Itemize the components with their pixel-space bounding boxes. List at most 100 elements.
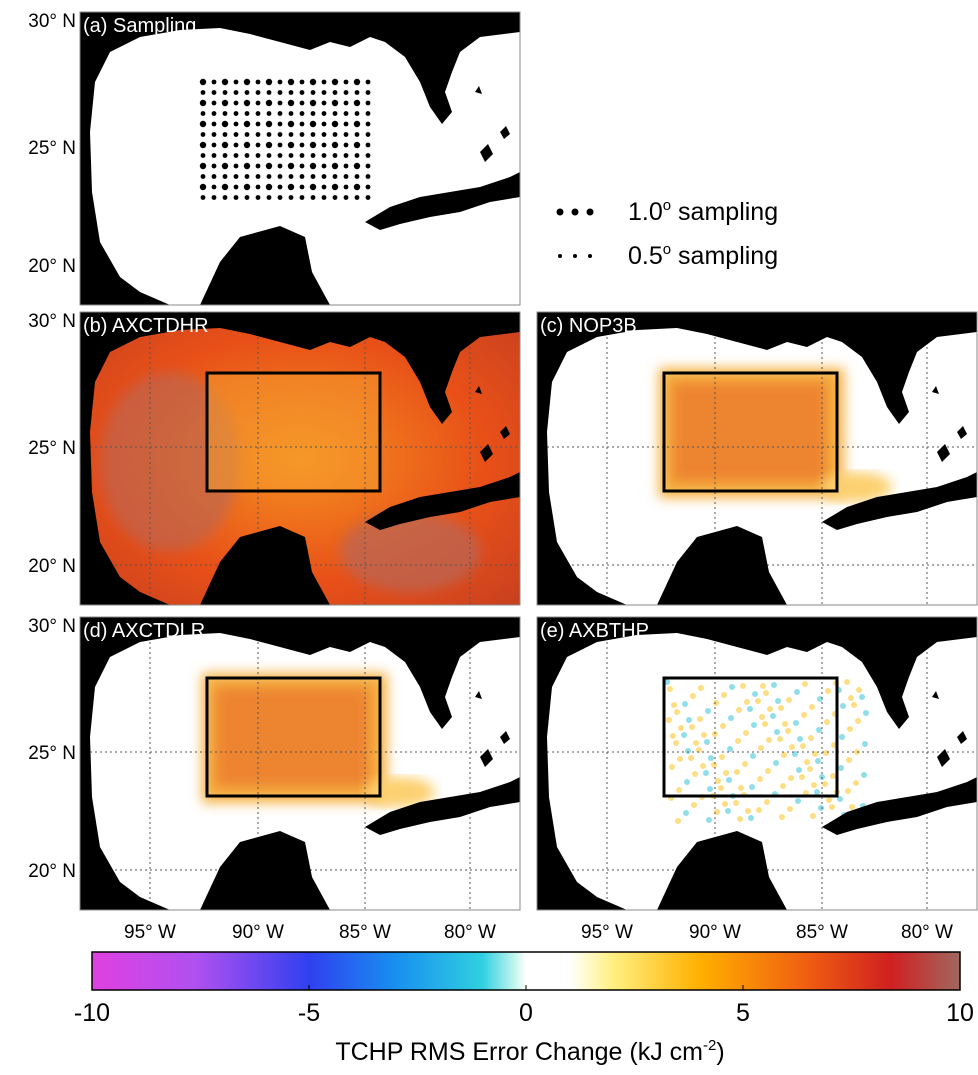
sampling-dot — [266, 90, 272, 95]
legend-text: 0.5o sampling — [628, 241, 778, 270]
heat-speck — [757, 776, 763, 782]
sampling-dot — [265, 78, 273, 86]
heat-field — [340, 512, 480, 592]
sampling-dot — [199, 183, 207, 191]
heat-speck — [829, 804, 835, 810]
heat-speck — [689, 724, 695, 730]
sampling-dot — [221, 78, 229, 86]
sampling-dot — [244, 174, 250, 179]
sampling-dot — [211, 142, 217, 148]
sampling-dot — [343, 174, 349, 179]
sampling-dot — [310, 111, 316, 116]
heat-speck — [775, 698, 781, 704]
panel-label: (a) Sampling — [83, 15, 196, 37]
sampling-dot — [321, 195, 327, 200]
sampling-dot — [343, 100, 349, 106]
heat-speck — [705, 708, 711, 714]
sampling-dot — [310, 90, 316, 95]
heat-field — [207, 373, 380, 491]
heat-speck — [673, 740, 679, 746]
sampling-dot — [354, 174, 360, 179]
sampling-dot — [343, 121, 349, 127]
heat-speck — [685, 748, 691, 754]
sampling-dot — [233, 100, 239, 106]
lon-label: 80° W — [444, 922, 496, 943]
lon-label: 95° W — [581, 922, 633, 943]
heat-speck — [840, 703, 846, 709]
sampling-dot — [266, 174, 272, 179]
heat-speck — [690, 693, 696, 699]
heat-field — [100, 372, 240, 552]
heat-speck — [796, 767, 802, 773]
heat-speck — [848, 695, 854, 701]
heat-speck — [688, 755, 694, 761]
legend-dot — [573, 254, 577, 258]
heat-speck — [755, 698, 761, 704]
sampling-dot — [266, 111, 272, 116]
sampling-dot — [365, 111, 371, 116]
heat-speck — [727, 746, 733, 752]
lon-label: 95° W — [124, 922, 176, 943]
map-content — [80, 312, 520, 605]
sampling-dot — [266, 132, 272, 137]
heat-speck — [722, 801, 728, 807]
sampling-dot — [255, 90, 261, 95]
heat-speck — [737, 816, 743, 822]
sampling-dot — [331, 120, 339, 128]
heat-field — [822, 472, 892, 502]
map-panel: (e) AXBTHP — [536, 616, 978, 911]
map-content — [80, 617, 520, 910]
sampling-dot — [331, 99, 339, 107]
sampling-dot — [199, 141, 207, 149]
sampling-dot — [255, 174, 261, 179]
heat-speck — [720, 723, 726, 729]
sampling-dot — [321, 153, 327, 158]
legend-dot — [588, 254, 592, 258]
sampling-dot — [233, 174, 239, 179]
heat-speck — [676, 787, 682, 793]
heat-speck — [734, 769, 740, 775]
sampling-dot — [365, 153, 371, 158]
heat-speck — [767, 706, 773, 712]
heat-speck — [817, 696, 823, 702]
lon-label: 90° W — [689, 922, 741, 943]
colorbar-title-sup: -2 — [703, 1037, 716, 1054]
sampling-dot — [331, 141, 339, 149]
sampling-dot — [277, 174, 283, 179]
sampling-dot — [222, 111, 228, 116]
sampling-dot — [277, 153, 283, 158]
heat-speck — [789, 744, 795, 750]
heat-speck — [862, 741, 868, 747]
heat-speck — [786, 697, 792, 703]
heat-speck — [677, 756, 683, 762]
sampling-dot — [233, 132, 239, 137]
sampling-dot — [255, 111, 261, 116]
legend-dot — [571, 208, 579, 216]
sampling-dot — [299, 132, 305, 137]
heat-speck — [800, 743, 806, 749]
sampling-dot — [331, 162, 339, 170]
heat-speck — [669, 764, 675, 770]
sampling-dot — [255, 195, 261, 200]
colorbar-tick-label: 0 — [519, 999, 533, 1027]
sampling-dot — [199, 120, 207, 128]
heat-speck — [719, 754, 725, 760]
sampling-dot — [199, 162, 207, 170]
sampling-dot — [365, 90, 371, 95]
sampling-dot — [332, 153, 338, 158]
sampling-dot — [365, 132, 371, 137]
sampling-dot — [233, 121, 239, 127]
sampling-dot — [310, 132, 316, 137]
heat-speck — [671, 702, 677, 708]
sampling-dot — [222, 132, 228, 137]
heat-speck — [756, 807, 762, 813]
heat-speck — [708, 755, 714, 761]
sampling-dot — [221, 99, 229, 107]
sampling-dot — [211, 184, 217, 190]
sampling-dot — [309, 183, 317, 191]
sampling-dot — [365, 79, 371, 85]
sampling-dot — [353, 183, 361, 191]
heat-speck — [781, 752, 787, 758]
sampling-dot — [222, 174, 228, 179]
heat-speck — [704, 739, 710, 745]
